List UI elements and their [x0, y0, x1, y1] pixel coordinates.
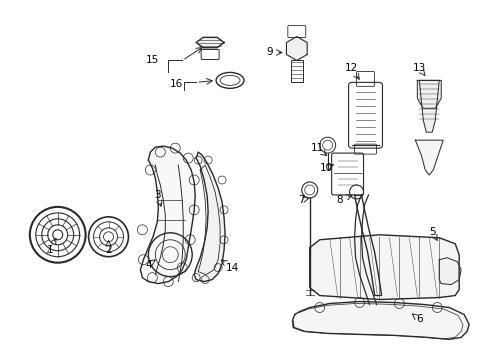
- Text: 12: 12: [344, 63, 358, 73]
- Text: 8: 8: [336, 195, 342, 205]
- Text: 6: 6: [415, 314, 422, 324]
- Text: 1: 1: [46, 245, 53, 255]
- Text: 4: 4: [145, 260, 151, 270]
- Polygon shape: [140, 146, 195, 284]
- Polygon shape: [438, 258, 460, 285]
- Text: 14: 14: [225, 263, 238, 273]
- Text: 3: 3: [154, 190, 161, 200]
- Polygon shape: [416, 80, 440, 108]
- Polygon shape: [196, 37, 224, 48]
- Polygon shape: [419, 80, 438, 132]
- Text: 13: 13: [412, 63, 425, 73]
- Polygon shape: [286, 37, 306, 60]
- Text: 2: 2: [105, 245, 112, 255]
- Polygon shape: [292, 302, 468, 339]
- Text: 16: 16: [169, 79, 183, 89]
- Text: 10: 10: [320, 163, 332, 173]
- Polygon shape: [414, 140, 442, 175]
- Polygon shape: [194, 152, 224, 282]
- Text: 5: 5: [428, 227, 435, 237]
- Polygon shape: [309, 235, 458, 300]
- Text: 9: 9: [266, 48, 273, 58]
- Text: 15: 15: [145, 55, 159, 66]
- Text: 7: 7: [298, 195, 305, 205]
- Text: 11: 11: [310, 143, 324, 153]
